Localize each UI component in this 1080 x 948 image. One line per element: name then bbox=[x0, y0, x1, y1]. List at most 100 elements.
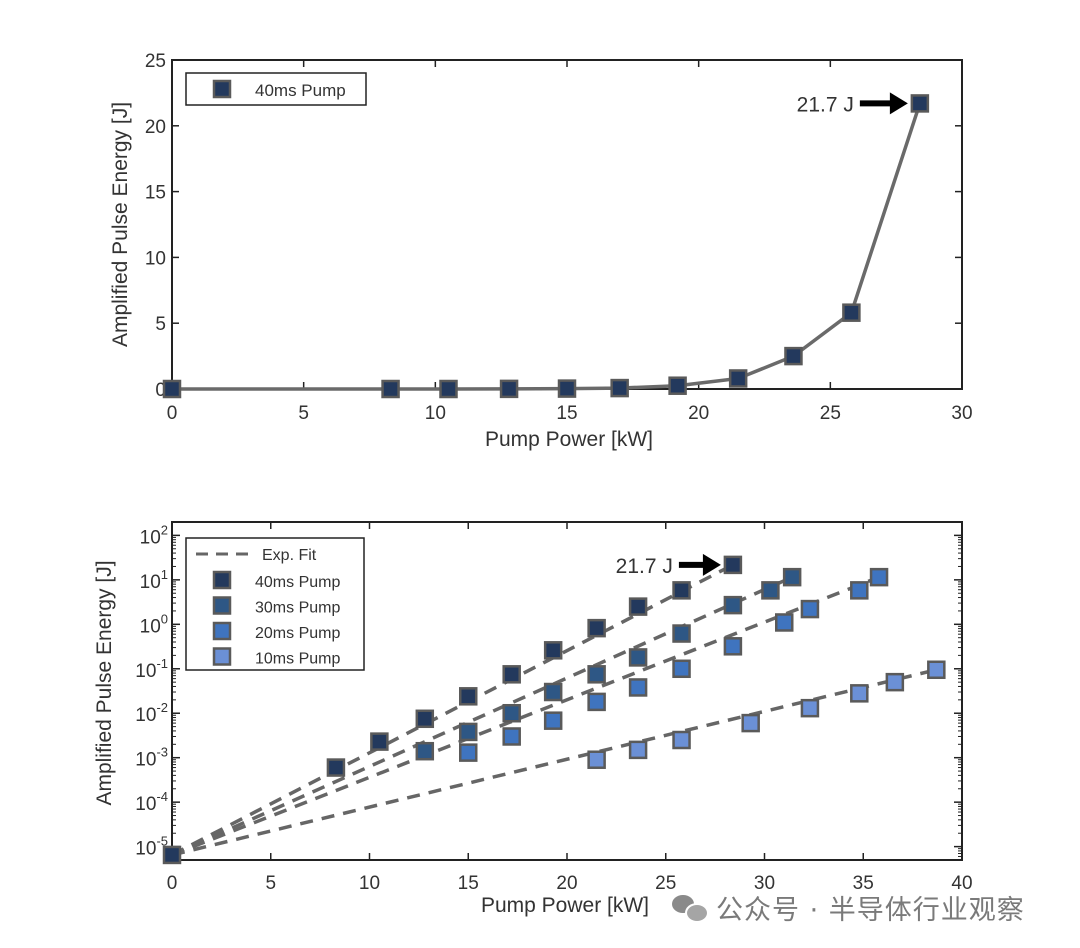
data-point bbox=[587, 692, 606, 712]
data-point bbox=[439, 379, 458, 399]
data-point bbox=[610, 378, 629, 398]
data-point bbox=[741, 713, 760, 733]
data-point bbox=[381, 379, 400, 399]
x-tick-label: 25 bbox=[655, 873, 676, 894]
x-tick-label: 30 bbox=[951, 403, 972, 424]
y-tick-label: 25 bbox=[145, 51, 166, 72]
annotation-label: 21.7 J bbox=[616, 555, 673, 578]
plot-area bbox=[171, 59, 963, 390]
data-point bbox=[782, 567, 802, 587]
data-point bbox=[850, 684, 869, 703]
data-point bbox=[723, 595, 743, 615]
y-tick-label: 20 bbox=[145, 117, 166, 138]
data-point bbox=[628, 648, 648, 667]
data-point bbox=[459, 687, 478, 706]
data-point bbox=[723, 637, 743, 656]
data-point bbox=[775, 613, 794, 632]
x-tick-label: 15 bbox=[458, 873, 479, 894]
watermark: 公众号 · 半导体行业观察 bbox=[672, 888, 1025, 927]
data-point bbox=[628, 678, 648, 697]
data-point bbox=[459, 722, 478, 742]
data-point bbox=[723, 555, 743, 575]
legend-label: 40ms Pump bbox=[255, 81, 346, 100]
data-point bbox=[910, 94, 930, 113]
y-tick-label: 10-4 bbox=[135, 789, 168, 815]
data-point bbox=[326, 758, 346, 777]
data-point bbox=[885, 672, 905, 692]
data-point bbox=[850, 581, 869, 600]
y-tick-label: 10-2 bbox=[135, 700, 168, 726]
legend-label: 40ms Pump bbox=[255, 574, 340, 591]
y-tick-label: 10-3 bbox=[135, 745, 168, 771]
legend-marker bbox=[212, 647, 232, 666]
legend-label: 20ms Pump bbox=[255, 625, 340, 642]
data-point bbox=[672, 581, 691, 600]
legend-marker bbox=[212, 570, 232, 590]
x-tick-label: 5 bbox=[298, 403, 309, 424]
y-axis-label: Amplified Pulse Energy [J] bbox=[93, 560, 116, 805]
legend: 40ms Pump bbox=[185, 72, 367, 106]
x-tick-label: 25 bbox=[820, 403, 841, 424]
data-point bbox=[587, 750, 606, 769]
legend-marker bbox=[212, 621, 232, 641]
arrow-head bbox=[889, 92, 908, 115]
data-point bbox=[162, 379, 182, 399]
x-tick-label: 10 bbox=[425, 403, 446, 424]
y-tick-label: 10 bbox=[145, 248, 166, 269]
legend-fit-label: Exp. Fit bbox=[262, 547, 317, 564]
data-point bbox=[557, 379, 577, 398]
y-tick-label: 10-1 bbox=[135, 656, 168, 682]
data-point bbox=[587, 665, 606, 684]
data-point bbox=[869, 567, 889, 587]
fit-line bbox=[171, 575, 793, 857]
data-point bbox=[543, 711, 563, 730]
data-point bbox=[587, 618, 606, 638]
data-point bbox=[415, 709, 435, 729]
data-point bbox=[628, 597, 648, 616]
legend-marker bbox=[212, 79, 232, 99]
data-point bbox=[459, 743, 478, 762]
x-tick-label: 20 bbox=[556, 873, 577, 894]
data-point bbox=[415, 741, 435, 761]
x-tick-label: 20 bbox=[688, 403, 709, 424]
annotation-arrow bbox=[859, 92, 908, 115]
data-point bbox=[842, 303, 861, 322]
legend-label: 30ms Pump bbox=[255, 600, 340, 617]
y-tick-label: 15 bbox=[145, 183, 166, 204]
y-tick-label: 100 bbox=[140, 611, 168, 637]
annotation-arrow bbox=[678, 553, 721, 576]
x-tick-label: 0 bbox=[167, 873, 178, 894]
data-point bbox=[370, 732, 389, 751]
x-tick-label: 10 bbox=[359, 873, 380, 894]
arrow-head bbox=[702, 553, 721, 576]
data-point bbox=[502, 665, 521, 684]
fit-line bbox=[171, 563, 734, 857]
data-point bbox=[800, 698, 820, 718]
x-tick-label: 30 bbox=[754, 873, 775, 894]
data-point bbox=[672, 624, 691, 643]
y-tick-label: 0 bbox=[155, 380, 166, 401]
watermark-text: 公众号 · 半导体行业观察 bbox=[716, 895, 1025, 926]
chart-bottom-log: 0 5 10 15 20 25 30 35 40 10-5 10-4 10-3 10-2 10-1 100 1… bbox=[93, 521, 973, 917]
annotation-label: 21.7 J bbox=[797, 93, 854, 116]
data-point bbox=[800, 599, 820, 619]
legend-label: 10ms Pump bbox=[255, 651, 340, 668]
y-tick-label: 10-5 bbox=[135, 834, 168, 860]
y-axis-label: Amplified Pulse Energy [J] bbox=[109, 102, 132, 347]
data-point bbox=[499, 379, 519, 399]
x-tick-label: 5 bbox=[265, 873, 276, 894]
y-tick-label: 102 bbox=[140, 522, 168, 548]
x-tick-label: 40 bbox=[951, 873, 972, 894]
data-point bbox=[543, 682, 563, 702]
fit-line bbox=[171, 575, 880, 857]
x-tick-label: 0 bbox=[167, 403, 178, 424]
data-point bbox=[728, 369, 748, 388]
y-tick-label: 101 bbox=[140, 567, 168, 593]
data-point bbox=[761, 581, 780, 600]
origin-point bbox=[162, 845, 182, 865]
x-axis-label: Pump Power [kW] bbox=[485, 428, 653, 451]
data-point bbox=[668, 376, 687, 395]
legend-marker bbox=[212, 596, 232, 615]
wechat-icon bbox=[672, 893, 709, 923]
data-point bbox=[784, 346, 803, 366]
